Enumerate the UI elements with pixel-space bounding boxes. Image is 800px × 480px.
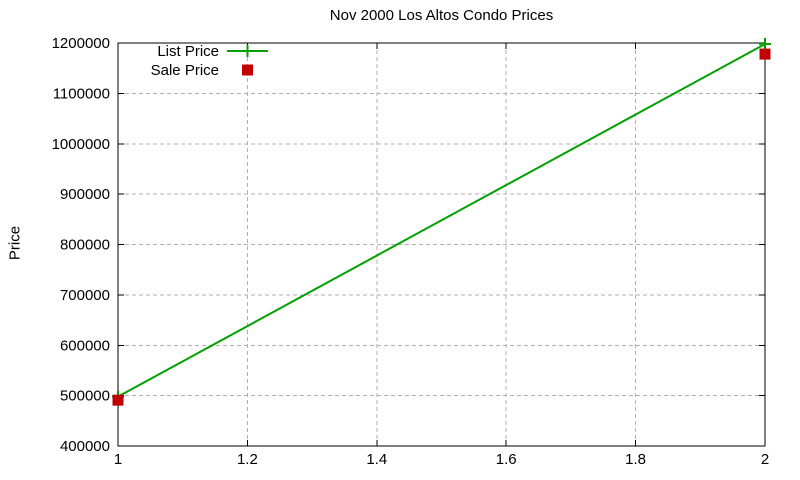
legend-label-sale-price: Sale Price	[151, 62, 219, 79]
x-tick-label: 2	[761, 451, 769, 468]
legend-label-list-price: List Price	[157, 43, 219, 60]
legend-marker-plus-icon	[241, 45, 254, 57]
x-tick-label: 1.6	[496, 451, 517, 468]
series-list-price-line	[117, 43, 766, 398]
y-tick-label: 1200000	[52, 35, 110, 52]
x-tick-label: 1.8	[625, 451, 646, 468]
y-tick-label: 1100000	[53, 85, 110, 102]
y-tick-label: 700000	[60, 287, 110, 304]
series-list-price-marker-plus-icon	[759, 38, 771, 51]
y-tick-label: 900000	[60, 186, 110, 203]
x-tick-label: 1.4	[366, 451, 387, 468]
y-axis-label: Price	[6, 225, 24, 261]
x-tick-label: 1	[114, 451, 122, 468]
series-sale-price-marker-square-icon	[112, 394, 124, 406]
series-sale-price-marker-square-icon	[759, 48, 771, 60]
plot-border	[117, 42, 766, 447]
y-tick-label: 800000	[60, 237, 110, 254]
y-tick-label: 500000	[60, 388, 110, 405]
x-tick-label: 1.2	[237, 451, 258, 468]
y-tick-label: 600000	[60, 337, 110, 354]
legend-marker-square-icon	[242, 64, 253, 76]
chart-title: Nov 2000 Los Altos Condo Prices	[329, 7, 554, 24]
y-tick-label: 400000	[60, 438, 110, 455]
y-tick-label: 1000000	[52, 136, 110, 153]
